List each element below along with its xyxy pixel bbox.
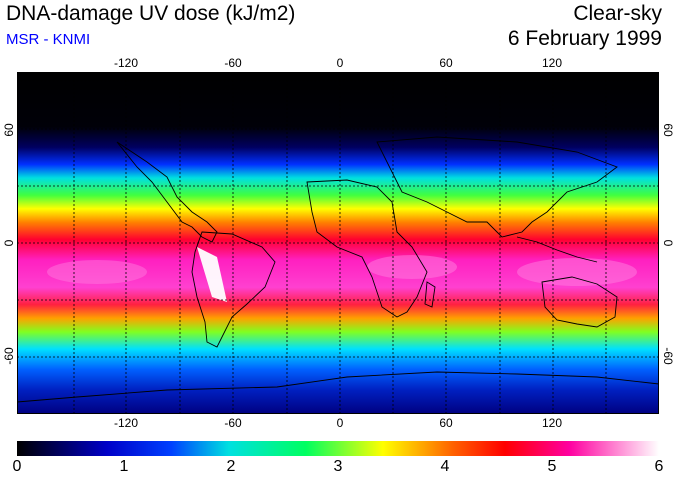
colorbar-label: 5 [547, 458, 557, 475]
lat-tick-right: 0 [661, 239, 675, 247]
lon-tick-top: -60 [224, 56, 242, 70]
colorbar-label: 2 [226, 458, 236, 475]
sky-condition-label: Clear-sky [573, 2, 662, 25]
lat-tick-right: 60 [661, 123, 675, 137]
lon-tick-bottom: 0 [336, 416, 344, 430]
lon-tick-bottom: -60 [224, 416, 242, 430]
lon-tick-bottom: -120 [113, 416, 139, 430]
graticule [17, 72, 659, 414]
page-title: DNA-damage UV dose (kJ/m2) [6, 2, 296, 25]
colorbar-label: 3 [333, 458, 343, 475]
colorbar-label: 6 [654, 458, 664, 475]
lat-tick-right: -60 [661, 347, 675, 365]
date-label: 6 February 1999 [507, 27, 662, 50]
lon-tick-top: 0 [336, 56, 344, 70]
colorbar-label: 1 [119, 458, 129, 475]
lon-tick-bottom: 60 [439, 416, 453, 430]
lon-tick-top: -120 [113, 56, 139, 70]
andes-high-uv [197, 247, 227, 302]
uv-dose-map [17, 72, 659, 414]
lon-tick-top: 60 [439, 56, 453, 70]
colorbar-label: 0 [12, 458, 22, 475]
lat-tick-left: -60 [2, 347, 16, 365]
lat-tick-left: 0 [2, 239, 16, 247]
colorbar-label: 4 [440, 458, 450, 475]
lon-tick-top: 120 [541, 56, 563, 70]
lat-tick-left: 60 [2, 123, 16, 137]
lon-tick-bottom: 120 [541, 416, 563, 430]
source-label: MSR - KNMI [6, 31, 91, 48]
colorbar [17, 441, 659, 456]
coastlines [17, 136, 659, 403]
